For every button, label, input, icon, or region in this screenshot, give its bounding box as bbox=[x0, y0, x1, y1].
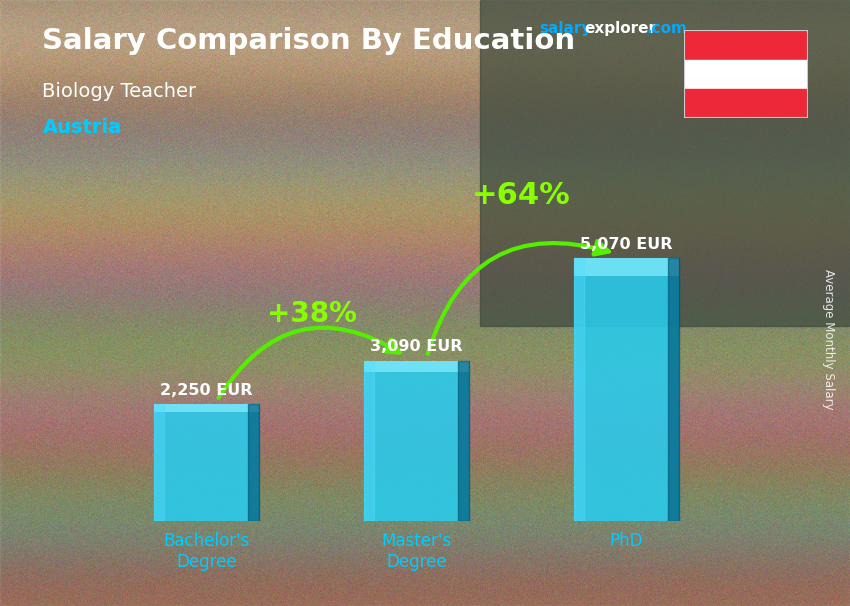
Text: .com: .com bbox=[646, 21, 687, 36]
Bar bbox=[154, 404, 259, 413]
Bar bbox=[574, 258, 585, 521]
Text: 3,090 EUR: 3,090 EUR bbox=[371, 339, 462, 355]
Text: salary: salary bbox=[540, 21, 592, 36]
Bar bbox=[458, 361, 469, 521]
Bar bbox=[668, 258, 679, 521]
Bar bbox=[684, 30, 807, 59]
Text: +64%: +64% bbox=[472, 181, 571, 210]
Text: 5,070 EUR: 5,070 EUR bbox=[581, 236, 672, 251]
Text: Salary Comparison By Education: Salary Comparison By Education bbox=[42, 27, 575, 55]
Text: 2,250 EUR: 2,250 EUR bbox=[161, 383, 252, 398]
Text: +38%: +38% bbox=[267, 300, 356, 328]
Text: explorer: explorer bbox=[585, 21, 657, 36]
Bar bbox=[574, 258, 679, 521]
Bar bbox=[154, 404, 165, 521]
Bar bbox=[574, 258, 679, 276]
Text: Average Monthly Salary: Average Monthly Salary bbox=[822, 269, 836, 410]
Bar bbox=[480, 0, 850, 326]
Bar bbox=[364, 361, 375, 521]
Bar bbox=[248, 404, 259, 521]
Text: Austria: Austria bbox=[42, 118, 122, 137]
Bar bbox=[154, 404, 259, 521]
FancyArrowPatch shape bbox=[218, 328, 400, 398]
Text: Biology Teacher: Biology Teacher bbox=[42, 82, 196, 101]
Bar bbox=[684, 59, 807, 89]
Bar bbox=[364, 361, 469, 372]
Bar bbox=[684, 89, 807, 118]
FancyArrowPatch shape bbox=[428, 241, 609, 354]
Bar bbox=[364, 361, 469, 521]
